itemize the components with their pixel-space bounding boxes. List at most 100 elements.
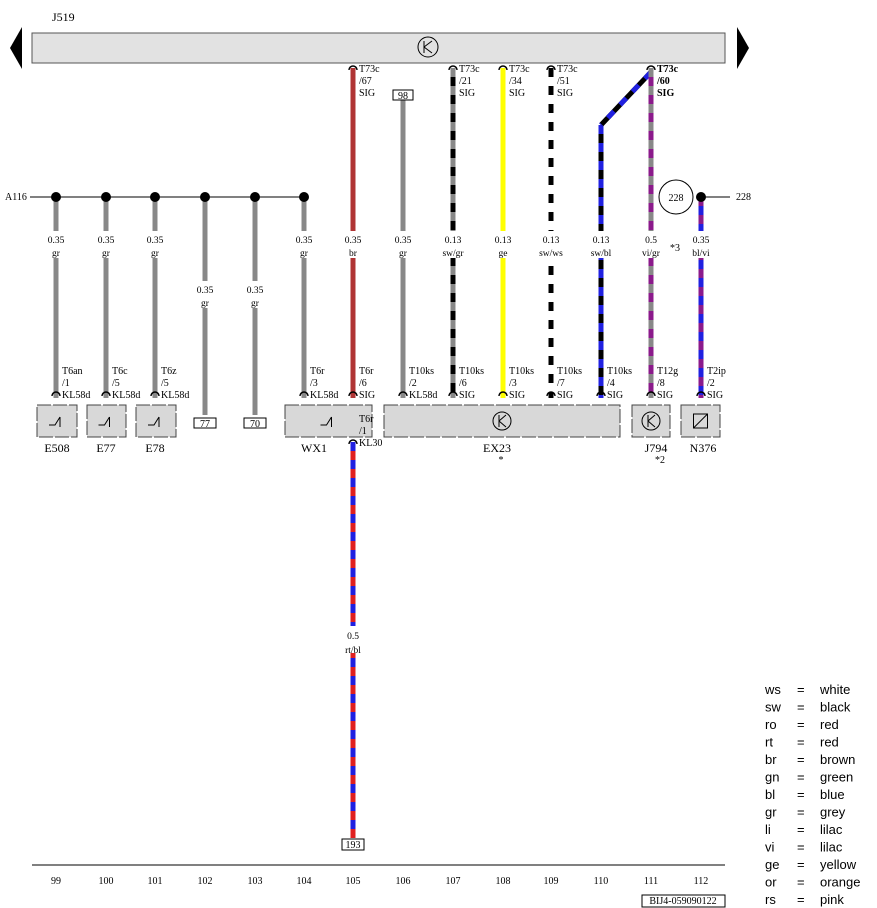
connector-label: SIG (459, 88, 475, 99)
connector-symbol (646, 391, 656, 397)
ref-box-label: 70 (250, 419, 260, 430)
component-name: EX23 (483, 441, 511, 455)
connector-label: /6 (459, 378, 467, 389)
connector-label: /3 (310, 378, 318, 389)
legend-text: orange (820, 875, 860, 890)
connector-label: /2 (409, 378, 417, 389)
legend-text: lilac (820, 840, 843, 855)
component-icon (693, 413, 708, 429)
connector-label: T73c (657, 64, 679, 75)
component-icon (98, 416, 110, 427)
column-number: 99 (51, 876, 61, 887)
wire-size: 0.35 (98, 236, 115, 246)
connector-label: /34 (509, 76, 522, 87)
legend-text: = (797, 770, 805, 785)
legend-text: = (797, 787, 805, 802)
connector-label: KL30 (359, 438, 382, 449)
arrow-left (10, 27, 22, 69)
connector-label: SIG (607, 390, 623, 401)
ref-box-label: 193 (346, 840, 361, 851)
component-name: E78 (145, 441, 164, 455)
label-bg (389, 231, 417, 258)
label-bg (339, 231, 367, 258)
connector-label: T73c (359, 64, 380, 75)
legend-text: gr (765, 805, 777, 820)
connector-label: /4 (607, 378, 615, 389)
wire-color: rt/bl (345, 646, 361, 656)
connector-label: T73c (557, 64, 578, 75)
wire-size: 0.35 (345, 236, 362, 246)
wire-color: gr (151, 249, 160, 259)
legend-text: vi (765, 840, 775, 855)
column-number: 103 (248, 876, 263, 887)
connector-label: T10ks (409, 366, 434, 377)
wire-size: 0.35 (48, 236, 65, 246)
component-name: WX1 (301, 441, 327, 455)
connector-label: T73c (509, 64, 530, 75)
legend-text: = (797, 682, 805, 697)
legend-text: bl (765, 787, 775, 802)
ref-box (243, 417, 267, 429)
legend-text: ws (764, 682, 781, 697)
legend-text: = (797, 857, 805, 872)
component-icon (492, 411, 512, 431)
ref-circle-label: 228 (669, 193, 684, 204)
component-name: E77 (96, 441, 115, 455)
junction-dot (101, 192, 111, 202)
connector-label: /3 (509, 378, 517, 389)
label-bg (42, 231, 70, 258)
component-name: J794 (645, 441, 668, 455)
wire-size: 0.5 (347, 632, 359, 642)
connector-label: KL58d (62, 390, 90, 401)
label-bg (439, 231, 467, 258)
right-label: 228 (736, 192, 751, 203)
column-number: 111 (644, 876, 658, 887)
legend-text: red (820, 717, 839, 732)
legend-text: or (765, 875, 777, 890)
wire-size: 0.35 (247, 286, 264, 296)
wire-size: 0.35 (147, 236, 164, 246)
wire-size: 0.35 (395, 236, 412, 246)
connector-label: SIG (657, 88, 674, 99)
wire-color: ge (499, 249, 508, 259)
connector-symbol (348, 391, 358, 397)
wire-color: gr (399, 249, 408, 259)
labels: 0.35 gr 99 0.35 gr 100 0.35 gr 101 0.35 gr 102 0.35 g… (36, 64, 860, 907)
connector-label: /6 (359, 378, 367, 389)
label-bg (241, 281, 269, 308)
connector-label: KL58d (161, 390, 189, 401)
label-bg (637, 231, 665, 258)
bus-bar (31, 32, 726, 64)
label-bg (339, 626, 367, 653)
wire-size: 0.5 (645, 236, 657, 246)
junction-dot (250, 192, 260, 202)
connector-label: /7 (557, 378, 565, 389)
label-bg (290, 231, 318, 258)
connector-symbol (546, 391, 556, 397)
connector-label: SIG (359, 390, 375, 401)
connector-symbol (398, 391, 408, 397)
connector-symbol (596, 391, 606, 397)
junction-dot (51, 192, 61, 202)
connector-label: T10ks (557, 366, 582, 377)
connector-symbol (448, 391, 458, 397)
wire-color: gr (102, 249, 111, 259)
legend-text: blue (820, 787, 845, 802)
ref-circle (658, 179, 694, 215)
component-box (36, 404, 78, 438)
column-number: 109 (544, 876, 559, 887)
legend-text: = (797, 700, 805, 715)
connector-label: SIG (657, 390, 673, 401)
legend-text: = (797, 735, 805, 750)
column-number: 108 (496, 876, 511, 887)
connector-label: T10ks (459, 366, 484, 377)
left-label: A116 (5, 192, 27, 203)
legend-text: = (797, 752, 805, 767)
wire-color: sw/bl (591, 249, 612, 259)
legend-text: brown (820, 752, 855, 767)
component-note: *2 (655, 455, 665, 466)
legend-text: gn (765, 770, 779, 785)
connector-label: SIG (557, 390, 573, 401)
footer-box (641, 894, 726, 908)
legend-text: = (797, 717, 805, 732)
